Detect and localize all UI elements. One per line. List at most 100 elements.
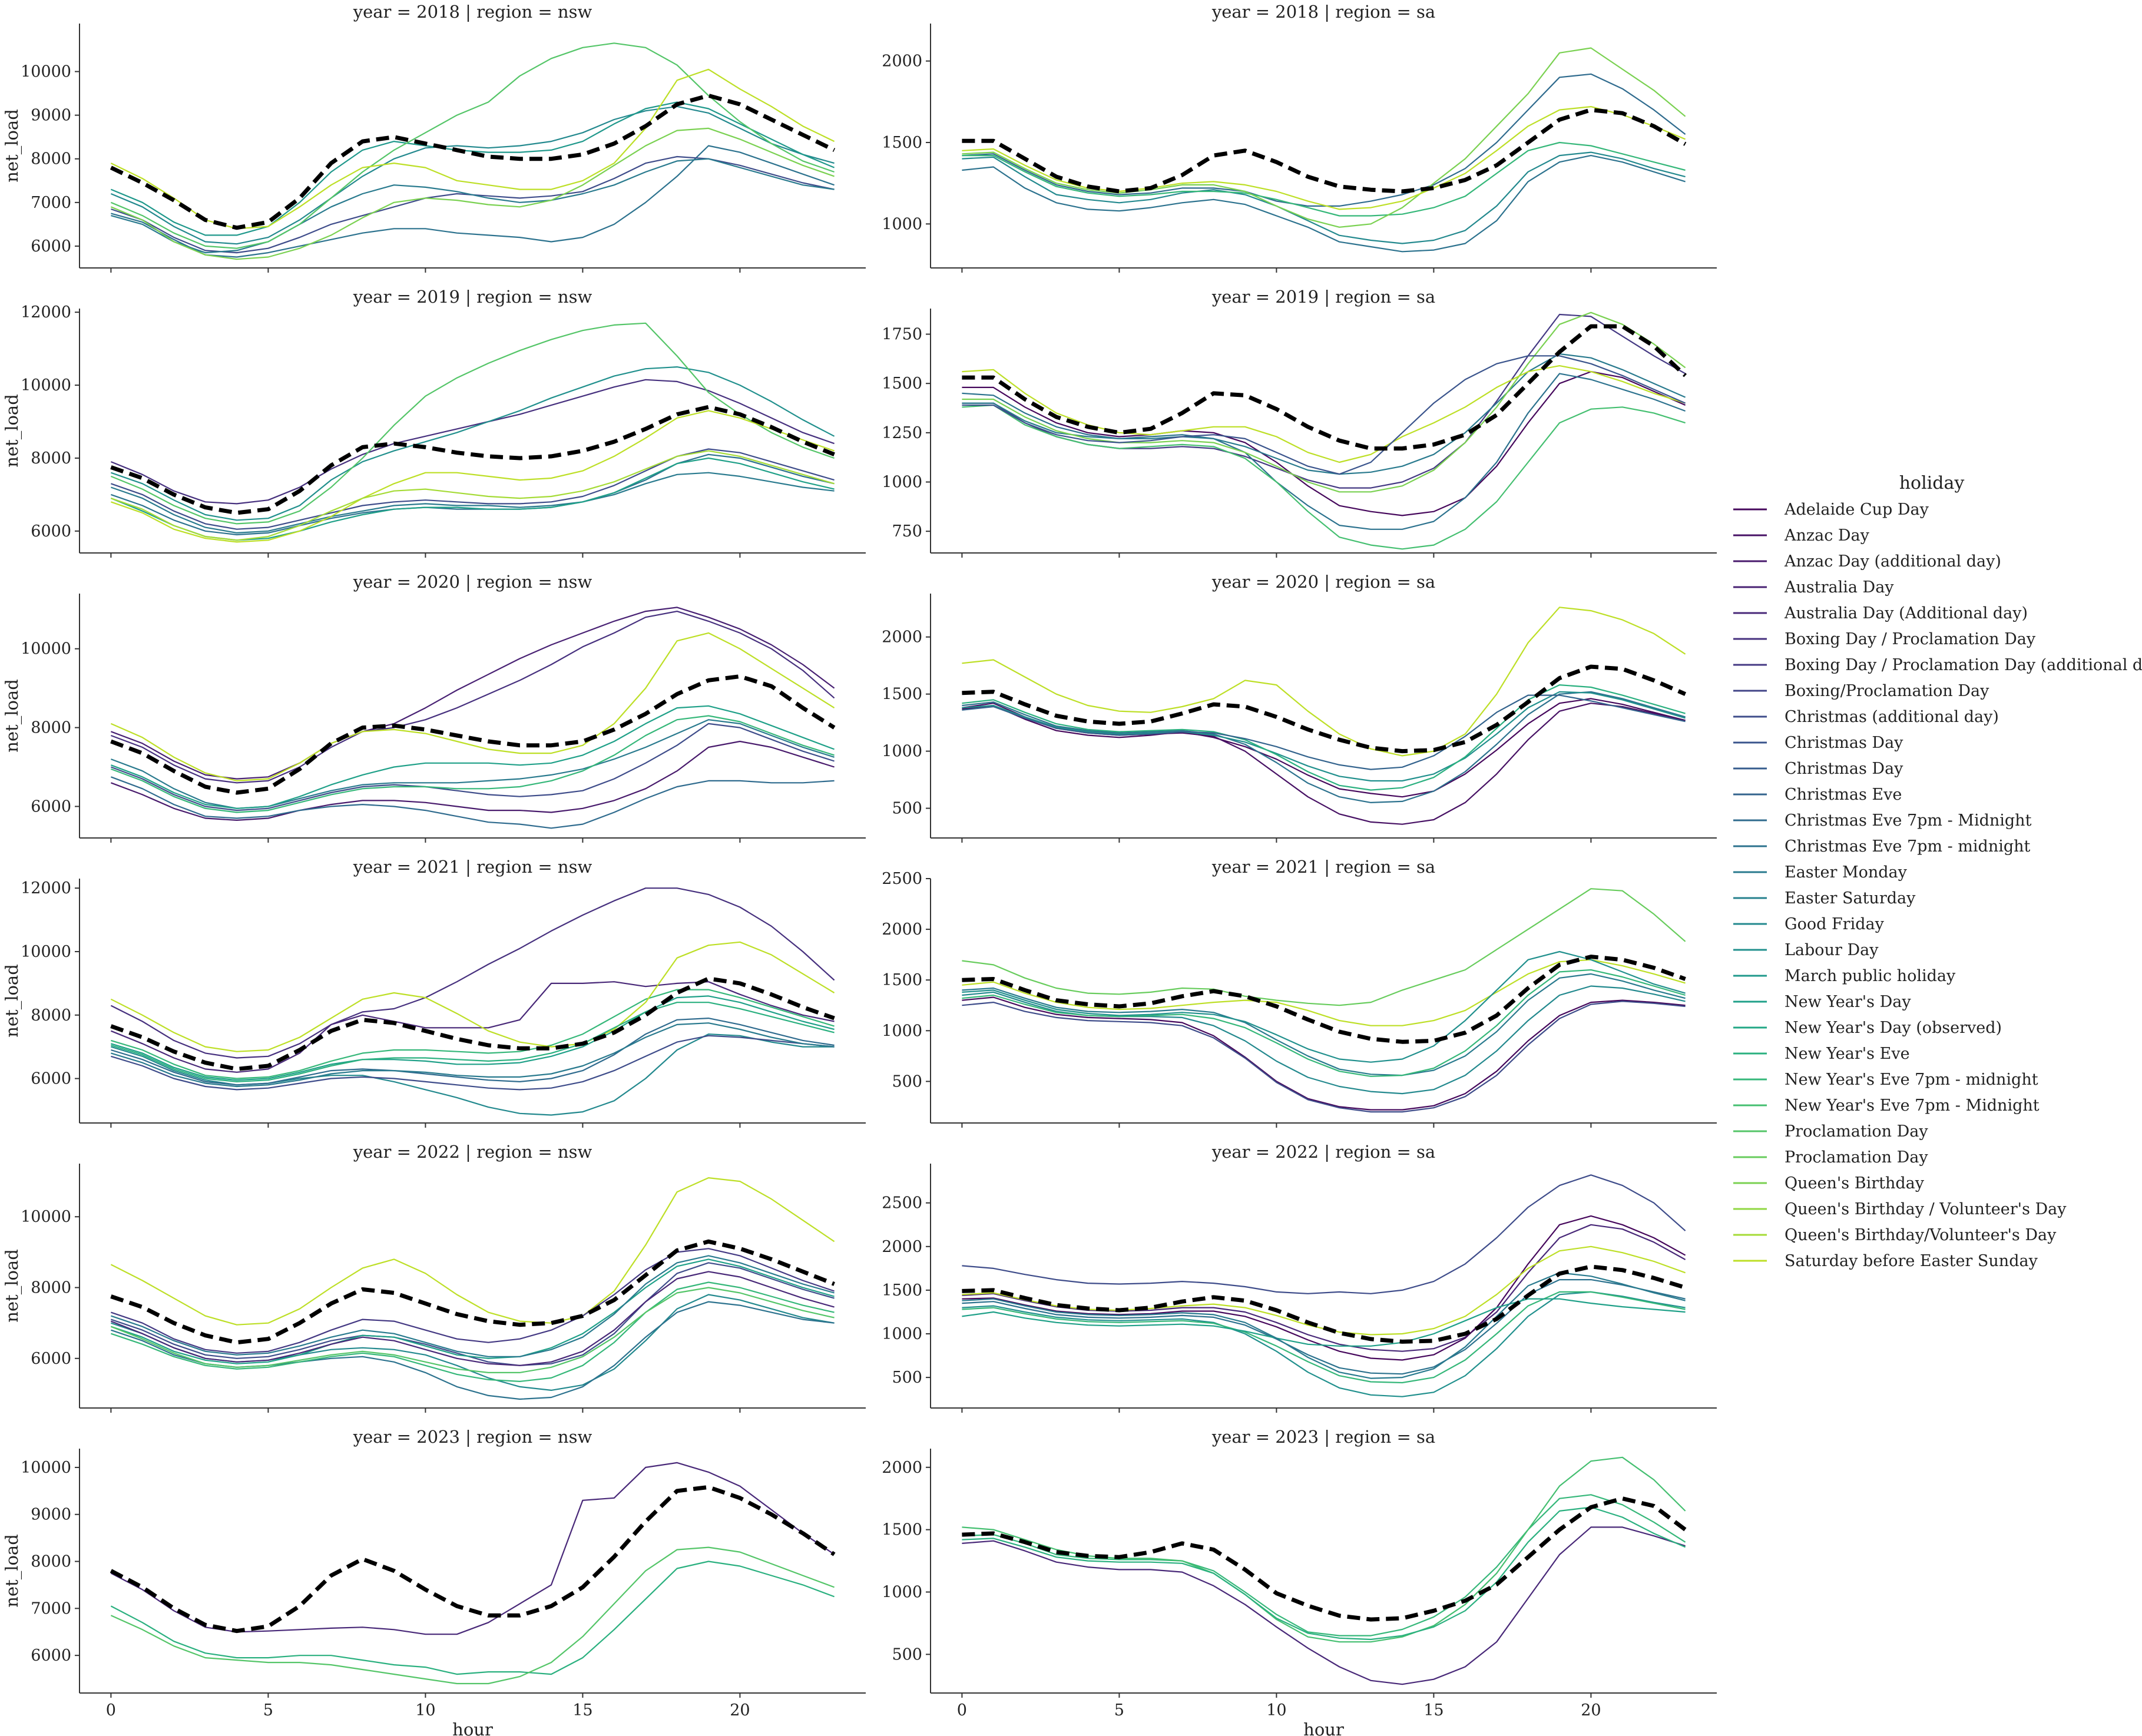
holiday-series-line <box>111 607 835 780</box>
holiday-series-line <box>110 941 835 1052</box>
holiday-series-line <box>111 450 835 541</box>
y-tick-label: 6000 <box>31 1646 71 1665</box>
panel-title: year = 2020 | region = sa <box>1211 572 1435 592</box>
legend-label: Easter Saturday <box>1785 889 1916 907</box>
holiday-series-line <box>111 1294 835 1391</box>
holiday-series-line <box>111 1258 835 1364</box>
x-axis-label: hour <box>1303 1720 1344 1736</box>
y-tick-label: 6000 <box>31 1350 71 1368</box>
holiday-series-line <box>962 365 1686 463</box>
mean-dashed-line <box>962 955 1686 1044</box>
holiday-series-line <box>111 158 835 254</box>
mean-dashed-line <box>110 93 836 230</box>
holiday-series-line <box>111 410 835 543</box>
legend-label: Queen's Birthday / Volunteer's Day <box>1785 1200 2067 1218</box>
holiday-series-line <box>111 723 835 811</box>
holiday-series-line <box>111 155 835 254</box>
holiday-series-line <box>962 1298 1686 1347</box>
legend-item: New Year's Eve 7pm - midnight <box>1733 1071 2038 1089</box>
legend-label: Christmas Eve <box>1785 786 1902 804</box>
legend-label: Labour Day <box>1785 941 1879 959</box>
y-axis-label: net_load <box>2 109 22 183</box>
y-tick-label: 1000 <box>882 1022 922 1040</box>
holiday-series-line <box>962 151 1686 244</box>
y-tick-label: 1750 <box>882 326 922 344</box>
holiday-series-line <box>962 969 1686 1077</box>
legend-label: New Year's Eve 7pm - midnight <box>1785 1071 2038 1089</box>
legend-item: March public holiday <box>1733 967 1956 985</box>
y-tick-label: 6000 <box>31 1070 71 1088</box>
holiday-series-line <box>962 1506 1686 1641</box>
holiday-series-line <box>962 1215 1686 1361</box>
panel: year = 2023 | region = nsw 6000 7000 8000 90… <box>2 1427 866 1736</box>
holiday-series-line <box>962 996 1686 1111</box>
y-tick-label: 1000 <box>882 1583 922 1601</box>
holiday-series-line <box>111 1002 835 1083</box>
x-tick-label: 20 <box>1581 1701 1601 1720</box>
x-tick-label: 20 <box>730 1701 750 1720</box>
legend-item: Proclamation Day <box>1733 1148 1928 1167</box>
y-axis-label: net_load <box>2 394 22 468</box>
holiday-series-line <box>110 887 835 1059</box>
y-tick-label: 1500 <box>882 685 922 704</box>
panel: year = 2022 | region = sa 500 1000 1500 2000… <box>882 1142 1717 1413</box>
holiday-series-line <box>962 1279 1686 1375</box>
legend-label: Proclamation Day <box>1785 1122 1928 1141</box>
holiday-series-line <box>962 313 1686 489</box>
legend-label: Christmas (additional day) <box>1785 708 1999 726</box>
legend-label: Australia Day (Additional day) <box>1784 604 2028 622</box>
holiday-series-line <box>962 1224 1686 1352</box>
holiday-series-line <box>111 705 835 809</box>
holiday-series-line <box>962 1000 1686 1113</box>
panel: year = 2020 | region = sa 500 1000 1500 2000 <box>882 572 1717 843</box>
legend-label: Christmas Day <box>1785 760 1903 778</box>
holiday-series-line <box>962 312 1686 493</box>
y-tick-label: 9000 <box>31 107 71 125</box>
mean-dashed-line <box>962 1264 1686 1344</box>
legend-item: Queen's Birthday / Volunteer's Day <box>1733 1200 2067 1218</box>
holiday-series-line <box>111 719 835 809</box>
panel-title: year = 2022 | region = nsw <box>353 1142 592 1162</box>
legend-label: Saturday before Easter Sunday <box>1785 1252 2038 1270</box>
x-axis-label: hour <box>452 1720 493 1736</box>
holiday-series-line <box>111 1017 835 1086</box>
y-axis-label: net_load <box>2 679 22 753</box>
legend-label: Christmas Day <box>1785 734 1903 752</box>
holiday-series-line <box>962 1272 1686 1379</box>
x-tick-label: 0 <box>106 1701 116 1720</box>
facet-panels: year = 2018 | region = nsw 6000 7000 8000 90… <box>2 2 1717 1736</box>
y-axis-label: net_load <box>2 964 22 1038</box>
y-tick-label: 8000 <box>31 719 71 737</box>
y-tick-label: 500 <box>892 1645 922 1664</box>
holiday-series-line <box>111 145 835 258</box>
legend-label: Queen's Birthday/Volunteer's Day <box>1785 1226 2057 1244</box>
panel: year = 2021 | region = nsw 6000 8000 10000 1… <box>2 857 866 1128</box>
holiday-series-line <box>110 1546 835 1685</box>
x-tick-label: 10 <box>415 1701 435 1720</box>
y-tick-label: 1500 <box>882 134 922 152</box>
y-tick-label: 1500 <box>882 971 922 989</box>
y-axis-label: net_load <box>2 1249 22 1323</box>
y-tick-label: 6000 <box>31 237 71 256</box>
holiday-series-line <box>110 1561 835 1675</box>
legend-label: Christmas Eve 7pm - midnight <box>1785 837 2031 856</box>
holiday-series-line <box>111 1248 835 1354</box>
y-tick-label: 500 <box>892 800 922 818</box>
panel-title: year = 2023 | region = sa <box>1211 1427 1435 1447</box>
y-tick-label: 7000 <box>31 1599 71 1618</box>
legend-item: Anzac Day (additional day) <box>1733 552 2001 571</box>
legend-label: Easter Monday <box>1785 863 1908 882</box>
holiday-series-line <box>111 1033 835 1116</box>
y-tick-label: 2000 <box>882 920 922 939</box>
holiday-series-line <box>962 404 1686 550</box>
y-tick-label: 500 <box>892 1072 922 1091</box>
legend-item: Australia Day <box>1733 578 1894 597</box>
holiday-series-line <box>111 1301 835 1400</box>
holiday-series-line <box>110 101 835 236</box>
holiday-series-line <box>962 73 1686 207</box>
panel-title: year = 2021 | region = sa <box>1211 857 1435 877</box>
legend-label: Australia Day <box>1784 578 1894 597</box>
x-tick-label: 0 <box>957 1701 967 1720</box>
legend-item: Christmas (additional day) <box>1733 708 1999 726</box>
